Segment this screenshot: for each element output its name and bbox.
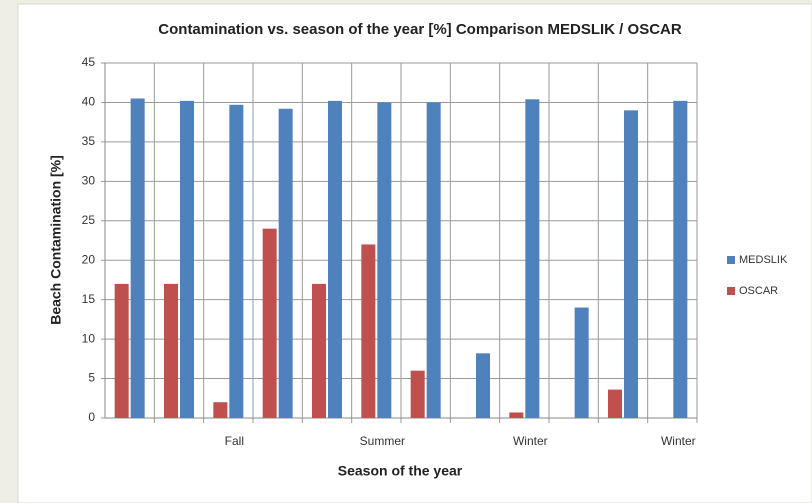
x-axis-title: Season of the year [338,463,463,479]
legend-label: OSCAR [739,285,778,297]
bar [608,389,622,418]
legend-swatch [727,256,735,264]
y-tick-label: 25 [82,213,96,227]
y-tick-label: 5 [88,371,95,385]
legend-label: MEDSLIK [739,254,788,266]
bar [262,228,277,418]
y-tick-label: 15 [82,292,96,306]
bar [525,99,540,419]
bar [410,370,425,418]
bar [164,283,178,418]
y-tick-label: 45 [82,55,96,69]
bar [361,244,376,418]
y-tick-label: 40 [82,95,96,109]
bar [624,110,638,418]
bar [673,100,688,418]
x-tick-label: Winter [513,434,548,448]
x-tick-label: Fall [225,434,244,448]
bar [476,353,490,418]
legend-swatch [727,287,735,295]
y-axis-title: Beach Contamination [%] [48,155,64,325]
bar [426,102,441,418]
y-tick-label: 20 [82,252,96,266]
bar [278,108,293,418]
bar [130,98,145,418]
bar [213,402,228,418]
chart-title: Contamination vs. season of the year [%]… [158,21,682,38]
bar [328,100,342,418]
x-tick-label: Summer [360,434,405,448]
x-tick-label: Winter [661,434,696,448]
bar [180,100,194,418]
y-tick-label: 10 [82,331,96,345]
bar [509,412,524,418]
bar [229,104,244,419]
bar [312,283,326,418]
y-tick-label: 35 [82,134,96,148]
y-tick-label: 0 [88,410,95,424]
bar [574,307,589,418]
bar [377,102,392,418]
bar [114,283,129,418]
y-tick-label: 30 [82,174,96,188]
